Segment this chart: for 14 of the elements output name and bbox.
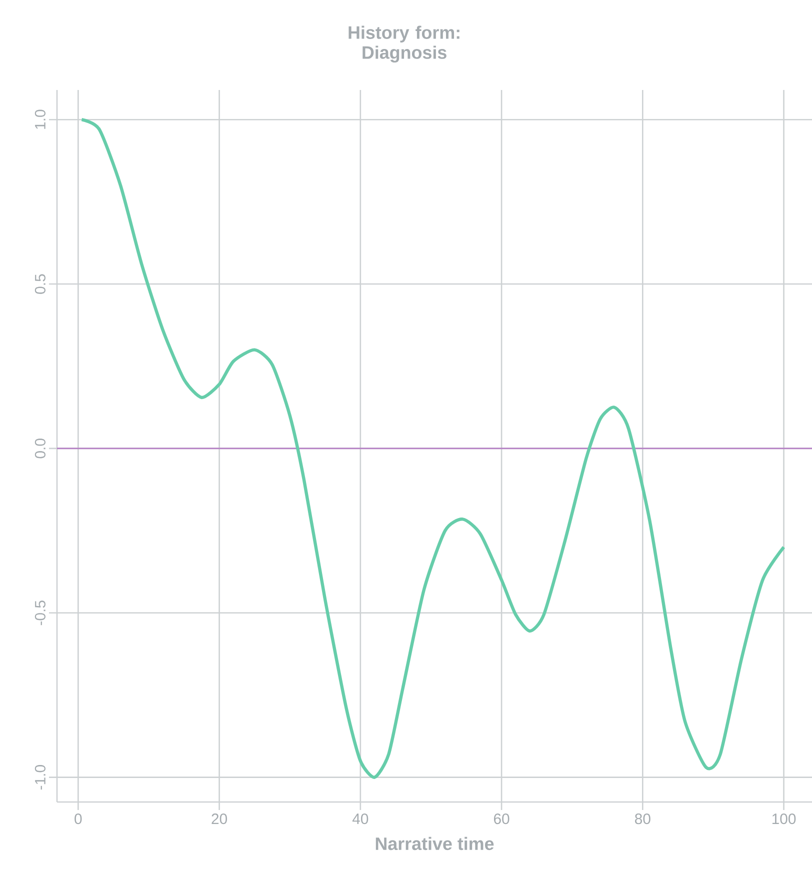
y-tick-label: 0.0: [34, 438, 46, 458]
line-series: [80, 118, 786, 779]
y-tick-label: -0.5: [34, 600, 46, 626]
x-tick-label: 20: [212, 814, 228, 824]
x-tick-label: 0: [74, 814, 82, 824]
y-tick-label: -1.0: [34, 765, 46, 790]
chart-title: History form: Diagnosis: [348, 26, 460, 62]
x-tick-label: 80: [635, 814, 650, 824]
x-tick-label: 60: [494, 814, 510, 824]
y-tick-label: 0.5: [34, 274, 46, 294]
x-tick-label: 100: [772, 814, 796, 824]
y-tick-label: 1.0: [34, 110, 46, 129]
x-tick-label: 40: [352, 814, 368, 824]
x-axis-title: Narrative time: [376, 836, 494, 850]
